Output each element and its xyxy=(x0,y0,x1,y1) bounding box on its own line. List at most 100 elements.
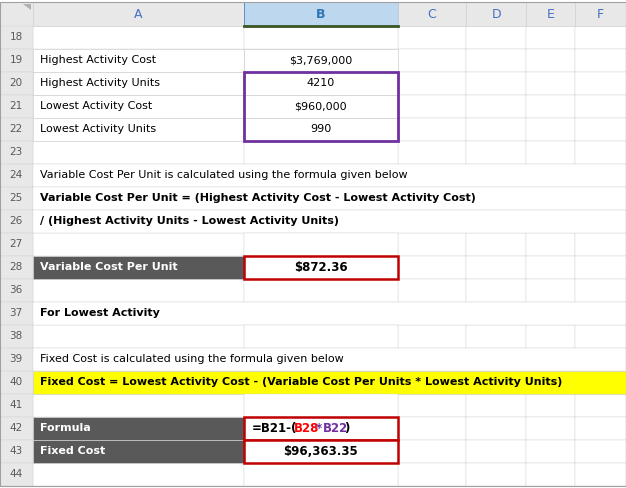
Bar xyxy=(33,141,244,164)
Text: E: E xyxy=(546,8,554,20)
Bar xyxy=(575,2,626,26)
Bar xyxy=(33,49,244,72)
Bar xyxy=(0,371,33,394)
Text: Fixed Cost: Fixed Cost xyxy=(40,446,105,456)
Bar xyxy=(244,26,398,49)
Text: $960,000: $960,000 xyxy=(294,102,347,111)
Bar xyxy=(526,72,575,95)
Bar xyxy=(33,417,244,440)
Bar xyxy=(33,440,244,463)
Bar xyxy=(575,463,626,486)
Bar xyxy=(0,417,33,440)
Bar xyxy=(244,49,398,72)
Text: 39: 39 xyxy=(9,354,23,364)
Bar xyxy=(466,72,526,95)
Bar xyxy=(33,463,244,486)
Bar xyxy=(33,72,244,95)
Text: 40: 40 xyxy=(10,377,23,387)
Bar xyxy=(575,440,626,463)
Bar xyxy=(244,118,398,141)
Text: C: C xyxy=(428,8,436,20)
Text: 19: 19 xyxy=(9,55,23,65)
Bar xyxy=(244,210,398,233)
Bar xyxy=(398,463,466,486)
Bar xyxy=(398,95,466,118)
Bar xyxy=(398,325,466,347)
Bar xyxy=(0,72,33,95)
Bar xyxy=(398,256,466,279)
Bar xyxy=(33,164,626,187)
Bar xyxy=(244,141,398,164)
Bar xyxy=(398,279,466,302)
Bar xyxy=(466,26,526,49)
Bar xyxy=(466,394,526,417)
Text: F: F xyxy=(597,8,604,20)
Bar xyxy=(244,347,398,371)
Bar xyxy=(244,440,398,463)
Bar xyxy=(526,118,575,141)
Bar xyxy=(33,279,244,302)
Text: For Lowest Activity: For Lowest Activity xyxy=(40,308,160,318)
Bar xyxy=(244,463,398,486)
Text: Variable Cost Per Unit is calculated using the formula given below: Variable Cost Per Unit is calculated usi… xyxy=(40,170,408,180)
Text: ): ) xyxy=(344,422,349,435)
Bar xyxy=(526,463,575,486)
Text: 23: 23 xyxy=(9,147,23,157)
Text: 990: 990 xyxy=(310,124,331,134)
Bar xyxy=(244,417,398,440)
Bar xyxy=(575,141,626,164)
Text: B22: B22 xyxy=(322,422,347,435)
Bar xyxy=(0,2,33,26)
Bar xyxy=(398,118,466,141)
Bar xyxy=(0,233,33,256)
Bar xyxy=(575,417,626,440)
Bar xyxy=(0,256,33,279)
Bar xyxy=(244,118,398,141)
Bar xyxy=(398,394,466,417)
Bar xyxy=(244,256,398,279)
Bar xyxy=(466,141,526,164)
Bar xyxy=(0,26,33,49)
Bar xyxy=(466,440,526,463)
Bar xyxy=(398,233,466,256)
Text: Highest Activity Cost: Highest Activity Cost xyxy=(40,55,156,65)
Text: Variable Cost Per Unit: Variable Cost Per Unit xyxy=(40,262,178,272)
Bar xyxy=(244,279,398,302)
Text: Variable Cost Per Unit = (Highest Activity Cost - Lowest Activity Cost): Variable Cost Per Unit = (Highest Activi… xyxy=(40,193,476,203)
Bar xyxy=(244,141,398,164)
Text: *: * xyxy=(316,422,322,435)
Bar xyxy=(244,256,398,279)
Text: 41: 41 xyxy=(9,400,23,410)
Bar xyxy=(526,95,575,118)
Bar xyxy=(244,95,398,118)
Text: D: D xyxy=(491,8,501,20)
Bar xyxy=(244,72,398,95)
Bar xyxy=(575,394,626,417)
Text: =B21-(: =B21-( xyxy=(252,422,297,435)
Bar xyxy=(526,325,575,347)
Text: 36: 36 xyxy=(9,285,23,295)
Text: 21: 21 xyxy=(9,102,23,111)
Bar xyxy=(33,394,244,417)
Bar xyxy=(466,279,526,302)
Text: Lowest Activity Units: Lowest Activity Units xyxy=(40,124,156,134)
Bar xyxy=(244,2,398,26)
Bar xyxy=(526,279,575,302)
Bar xyxy=(244,187,398,210)
Bar xyxy=(244,164,398,187)
Bar xyxy=(466,49,526,72)
Bar xyxy=(244,371,398,394)
Bar xyxy=(466,2,526,26)
Bar xyxy=(526,440,575,463)
Bar xyxy=(398,2,466,26)
Bar xyxy=(244,417,398,440)
Text: $3,769,000: $3,769,000 xyxy=(289,55,352,65)
Bar xyxy=(0,394,33,417)
Bar xyxy=(33,371,626,394)
Bar xyxy=(244,72,398,141)
Text: 26: 26 xyxy=(9,216,23,226)
Bar xyxy=(575,325,626,347)
Bar xyxy=(33,26,244,49)
Bar xyxy=(33,233,244,256)
Bar xyxy=(526,26,575,49)
